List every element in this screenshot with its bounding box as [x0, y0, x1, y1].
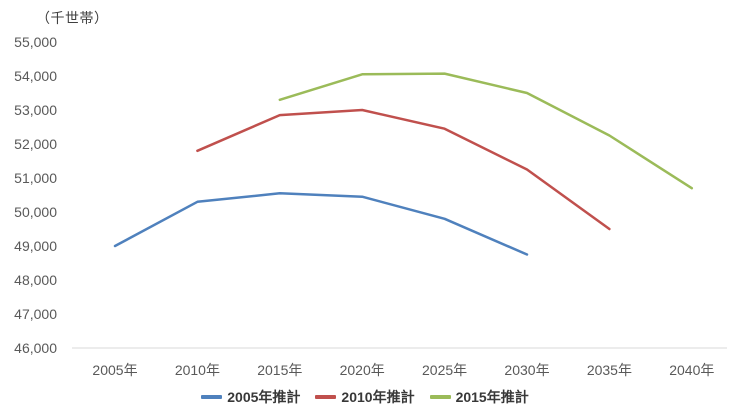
legend-label: 2010年推計 — [341, 389, 415, 405]
y-tick-label: 48,000 — [14, 272, 57, 288]
legend-item-1: 2010年推計 — [315, 387, 415, 407]
x-tick-label: 2005年 — [92, 362, 137, 378]
legend-item-2: 2015年推計 — [429, 387, 529, 407]
y-tick-label: 51,000 — [14, 170, 57, 186]
x-tick-label: 2030年 — [504, 362, 549, 378]
y-tick-label: 52,000 — [14, 136, 57, 152]
y-tick-label: 46,000 — [14, 340, 57, 356]
x-tick-label: 2025年 — [422, 362, 467, 378]
y-tick-label: 47,000 — [14, 306, 57, 322]
y-axis-unit-label: （千世帯） — [36, 10, 109, 26]
series-line-0 — [113, 192, 529, 256]
x-tick-label: 2010年 — [175, 362, 220, 378]
legend-swatch — [315, 395, 337, 399]
legend-label: 2005年推計 — [227, 389, 301, 405]
y-tick-label: 53,000 — [14, 102, 57, 118]
legend: 2005年推計 2010年推計 2015年推計 — [0, 385, 730, 409]
x-tick-label: 2015年 — [257, 362, 302, 378]
y-tick-label: 55,000 — [14, 34, 57, 50]
y-tick-label: 49,000 — [14, 238, 57, 254]
legend-swatch — [201, 395, 223, 399]
x-tick-label: 2040年 — [669, 362, 714, 378]
y-tick-label: 50,000 — [14, 204, 57, 220]
series-line-2 — [278, 72, 694, 190]
legend-label: 2015年推計 — [455, 389, 529, 405]
legend-item-0: 2005年推計 — [201, 387, 300, 407]
legend-swatch — [429, 395, 451, 399]
x-tick-label: 2035年 — [587, 362, 632, 378]
x-tick-label: 2020年 — [340, 362, 385, 378]
y-tick-label: 54,000 — [14, 68, 57, 84]
series-line-1 — [196, 108, 611, 231]
plot-area: 55,000 54,000 53,000 52,000 51,000 50,000 49,0… — [14, 34, 727, 378]
